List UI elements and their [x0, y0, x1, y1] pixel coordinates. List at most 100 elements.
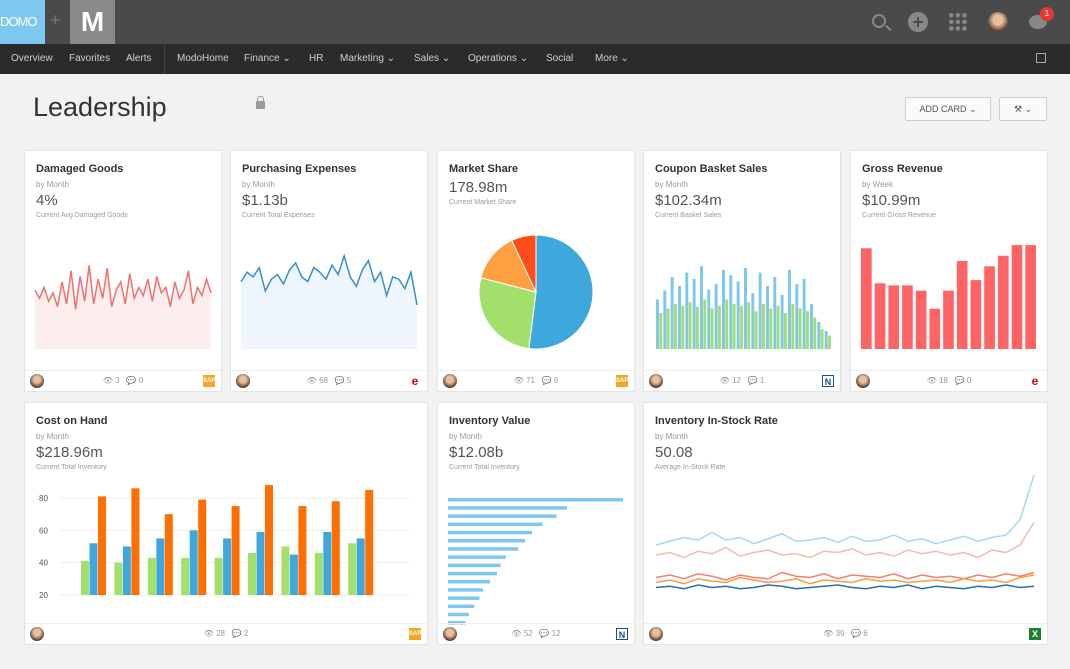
- chart[interactable]: 20 40 60 80: [25, 403, 429, 646]
- chart[interactable]: [231, 151, 429, 393]
- bar: [448, 588, 483, 592]
- card-value-label: Current Market Share: [449, 199, 517, 206]
- owner-avatar[interactable]: [649, 374, 663, 388]
- bar: [448, 612, 469, 617]
- pie-slice: [528, 234, 594, 350]
- comment-icon[interactable]: 💬: [334, 376, 345, 385]
- chart[interactable]: [25, 151, 223, 393]
- bar: [685, 272, 689, 349]
- owner-avatar[interactable]: [856, 374, 870, 388]
- nav-modohome[interactable]: ModoHome: [177, 53, 229, 64]
- nav-more[interactable]: More ⌄: [595, 53, 629, 64]
- bar: [780, 295, 784, 349]
- bar: [827, 335, 831, 349]
- owner-avatar[interactable]: [236, 374, 250, 388]
- chart[interactable]: [438, 151, 636, 393]
- lock-icon[interactable]: [256, 96, 265, 109]
- nav-sales[interactable]: Sales ⌄: [414, 53, 451, 64]
- owner-avatar[interactable]: [443, 374, 457, 388]
- bar: [448, 571, 497, 576]
- comment-icon[interactable]: 💬: [126, 376, 137, 385]
- bar: [89, 543, 98, 595]
- bar: [943, 290, 954, 349]
- owner-avatar[interactable]: [649, 627, 663, 641]
- add-icon[interactable]: [908, 12, 928, 32]
- nav-social[interactable]: Social: [546, 53, 574, 64]
- chart[interactable]: [644, 151, 842, 393]
- top-bar: DOMO + M 1: [0, 0, 1070, 44]
- comment-icon[interactable]: 💬: [539, 629, 550, 638]
- bar: [659, 313, 663, 349]
- card[interactable]: Inventory In-Stock Rate by Month 50.08 A…: [643, 402, 1048, 645]
- search-icon[interactable]: [872, 14, 886, 28]
- bar: [717, 305, 721, 349]
- bar: [722, 269, 725, 349]
- page-title: Leadership: [33, 92, 167, 122]
- area-fill: [35, 265, 211, 349]
- bar: [448, 580, 490, 584]
- bar: [448, 604, 475, 609]
- duplicate-page-icon[interactable]: [1036, 53, 1046, 63]
- bar: [783, 313, 787, 349]
- nav-alerts[interactable]: Alerts: [126, 53, 152, 64]
- card-title[interactable]: Cost on Hand: [36, 415, 108, 427]
- bar: [223, 538, 232, 595]
- company-logo[interactable]: M: [70, 0, 115, 44]
- card[interactable]: Market Share 178.98m Current Market Shar…: [437, 150, 635, 392]
- eye-icon: 👁: [511, 629, 522, 638]
- card-title[interactable]: Purchasing Expenses: [242, 163, 357, 175]
- card-title[interactable]: Inventory Value: [449, 415, 531, 427]
- page-tools-button[interactable]: ⚒ ⌄: [999, 97, 1047, 121]
- card[interactable]: Damaged Goods by Month 4% Current Avg Da…: [24, 150, 222, 392]
- comment-icon[interactable]: 💬: [851, 629, 862, 638]
- chart[interactable]: [851, 151, 1049, 393]
- comment-icon[interactable]: 💬: [954, 376, 965, 385]
- bar: [714, 284, 718, 349]
- comment-icon[interactable]: 💬: [231, 629, 242, 638]
- nav-finance[interactable]: Finance ⌄: [244, 53, 291, 64]
- chart[interactable]: [644, 403, 1049, 646]
- apps-grid-icon[interactable]: [948, 12, 968, 32]
- nav-marketing[interactable]: Marketing ⌄: [340, 53, 396, 64]
- card-subtitle: by Month: [449, 432, 482, 441]
- bar: [956, 261, 968, 349]
- chart[interactable]: [438, 403, 636, 646]
- nav-operations[interactable]: Operations ⌄: [468, 53, 529, 64]
- owner-avatar[interactable]: [30, 627, 44, 641]
- bar: [710, 308, 714, 349]
- card-stats: 👁 12 💬 1: [720, 376, 765, 385]
- user-avatar[interactable]: [988, 12, 1008, 32]
- nav-favorites[interactable]: Favorites: [69, 53, 111, 64]
- card-title[interactable]: Coupon Basket Sales: [655, 163, 768, 175]
- bar: [131, 488, 140, 595]
- comment-icon[interactable]: 💬: [541, 376, 552, 385]
- card[interactable]: Coupon Basket Sales by Month $102.34m Cu…: [643, 150, 841, 392]
- nav-hr[interactable]: HR: [309, 53, 324, 64]
- nav-overview[interactable]: Overview: [11, 53, 53, 64]
- domo-logo[interactable]: DOMO: [0, 0, 45, 44]
- add-card-button[interactable]: ADD CARD ⌄: [905, 97, 991, 121]
- bar: [681, 305, 685, 349]
- card[interactable]: Gross Revenue by Week $10.99m Current Gr…: [850, 150, 1048, 392]
- card[interactable]: Cost on Hand by Month $218.96m Current T…: [24, 402, 428, 645]
- comment-count: 1: [759, 376, 765, 385]
- comment-count: 6: [863, 629, 868, 638]
- card[interactable]: Inventory Value by Month $12.08b Current…: [437, 402, 635, 645]
- owner-avatar[interactable]: [30, 374, 44, 388]
- bar: [888, 285, 900, 349]
- bar: [773, 277, 777, 349]
- series-line: [655, 574, 1035, 585]
- bar: [348, 543, 357, 595]
- bar: [122, 546, 131, 595]
- card-title[interactable]: Market Share: [449, 163, 519, 175]
- bar: [181, 557, 190, 595]
- card-title[interactable]: Gross Revenue: [862, 163, 943, 175]
- card-title[interactable]: Damaged Goods: [36, 163, 124, 175]
- card-subtitle: by Month: [242, 180, 275, 189]
- owner-avatar[interactable]: [443, 627, 457, 641]
- comment-icon[interactable]: 💬: [747, 376, 758, 385]
- bar: [861, 248, 872, 349]
- card-title[interactable]: Inventory In-Stock Rate: [655, 415, 778, 427]
- card-value: 178.98m: [449, 179, 508, 196]
- card[interactable]: Purchasing Expenses by Month $1.13b Curr…: [230, 150, 428, 392]
